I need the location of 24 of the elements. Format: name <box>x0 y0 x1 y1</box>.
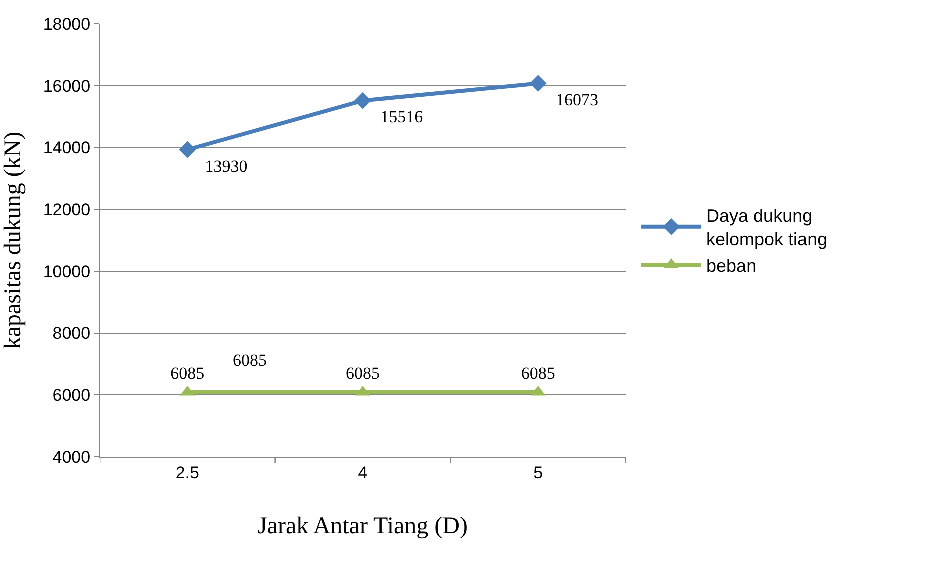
data-label: 15516 <box>372 108 424 127</box>
y-tick-label: 16000 <box>43 76 91 96</box>
y-tick-label: 8000 <box>52 324 91 344</box>
data-label: 16073 <box>547 90 598 110</box>
y-axis-title: kapasitas dukung (kN) <box>0 132 26 350</box>
annotation: 6085 <box>233 351 267 370</box>
point <box>354 92 372 110</box>
x-tick-label: 4 <box>358 463 368 482</box>
data-label: 6085 <box>346 364 380 384</box>
data-label: 13930 <box>196 156 248 176</box>
data-label: 6085 <box>521 364 556 384</box>
point <box>179 141 196 158</box>
legend-label: beban <box>706 256 757 276</box>
x-tick-label: 5 <box>534 463 544 482</box>
point <box>530 75 547 92</box>
y-tick-label: 14000 <box>43 138 91 158</box>
y-tick-label: 10000 <box>43 262 91 282</box>
x-axis-title: Jarak Antar Tiang (D) <box>258 514 468 540</box>
y-tick-label: 12000 <box>43 200 91 220</box>
y-tick-label: 4000 <box>52 448 91 467</box>
data-label: 6085 <box>170 364 205 384</box>
x-tick-label: 2.5 <box>176 463 200 482</box>
y-tick-label: 6000 <box>52 386 91 406</box>
y-tick-label: 18000 <box>43 14 91 34</box>
